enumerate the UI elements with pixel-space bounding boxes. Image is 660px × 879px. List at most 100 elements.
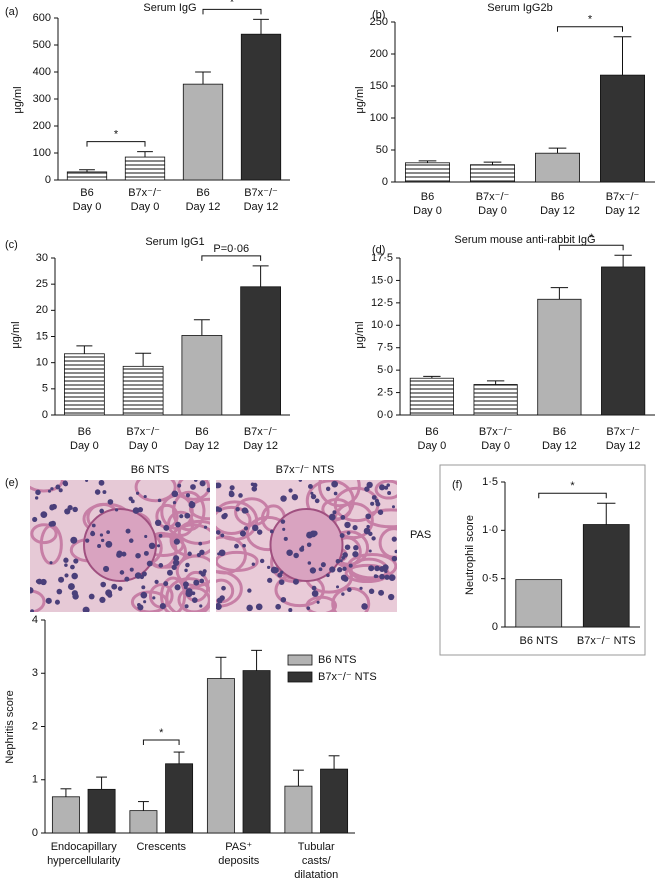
nucleus bbox=[184, 568, 188, 573]
nucleus bbox=[339, 559, 343, 563]
nucleus bbox=[140, 591, 148, 599]
nucleus bbox=[134, 572, 142, 579]
nucleus bbox=[100, 581, 107, 588]
nucleus bbox=[235, 507, 240, 512]
nucleus bbox=[97, 543, 102, 548]
tubule bbox=[30, 480, 64, 493]
nucleus bbox=[325, 486, 331, 492]
x-tick-label: Day 12 bbox=[243, 440, 278, 452]
nucleus bbox=[336, 585, 340, 589]
nucleus bbox=[47, 489, 52, 493]
x-tick-label: Day 12 bbox=[186, 201, 221, 213]
bar bbox=[129, 810, 158, 834]
nucleus bbox=[50, 487, 54, 491]
nucleus bbox=[49, 504, 55, 510]
nucleus bbox=[111, 583, 118, 590]
nucleus bbox=[196, 552, 202, 558]
nucleus bbox=[366, 481, 373, 489]
nucleus bbox=[341, 592, 345, 596]
nucleus bbox=[344, 544, 351, 550]
nucleus bbox=[353, 545, 359, 551]
nucleus bbox=[183, 585, 188, 590]
nucleus bbox=[171, 564, 177, 571]
error-bar bbox=[251, 649, 262, 671]
legend-label: B7x⁻/⁻ NTS bbox=[318, 671, 377, 683]
nucleus bbox=[306, 542, 312, 548]
y-tick-label: 2·5 bbox=[377, 386, 393, 398]
nucleus bbox=[58, 576, 65, 583]
nucleus bbox=[94, 489, 101, 495]
nucleus bbox=[239, 530, 247, 537]
nucleus bbox=[241, 507, 248, 514]
nucleus bbox=[379, 484, 386, 491]
x-tick-label: Day 12 bbox=[184, 440, 219, 452]
nucleus bbox=[98, 480, 105, 486]
x-tick-label: Day 0 bbox=[129, 440, 158, 452]
x-tick-label: B7x⁻/⁻ NTS bbox=[577, 635, 636, 647]
x-tick-label: Day 0 bbox=[131, 201, 160, 213]
nucleus bbox=[99, 508, 105, 514]
legend-swatch bbox=[287, 671, 313, 683]
nucleus bbox=[379, 573, 385, 580]
nucleus bbox=[144, 534, 148, 539]
x-tick-label: B7x⁻/⁻ bbox=[128, 187, 162, 199]
bar bbox=[409, 377, 454, 416]
nucleus bbox=[141, 571, 147, 577]
nucleus bbox=[56, 588, 63, 595]
nucleus bbox=[137, 604, 144, 611]
nucleus bbox=[378, 589, 385, 596]
nucleus bbox=[85, 538, 90, 543]
x-tick-label: Crescents bbox=[136, 841, 186, 853]
error-bar bbox=[253, 18, 269, 35]
nucleus bbox=[35, 489, 41, 496]
nucleus bbox=[117, 586, 123, 591]
panel-frame bbox=[439, 464, 646, 656]
error-bar bbox=[137, 151, 153, 158]
nucleus bbox=[286, 549, 293, 556]
y-tick-label: 10 bbox=[36, 357, 48, 369]
y-tick-label: 250 bbox=[370, 16, 388, 28]
nucleus bbox=[384, 574, 390, 580]
nucleus bbox=[35, 579, 41, 584]
error-bar bbox=[195, 71, 211, 85]
nucleus bbox=[182, 581, 189, 588]
y-tick-label: 2 bbox=[32, 720, 38, 732]
nucleus bbox=[391, 555, 397, 562]
nucleus bbox=[100, 538, 105, 543]
x-tick-label: B7x⁻/⁻ bbox=[126, 426, 160, 438]
nucleus bbox=[386, 483, 391, 487]
y-axis-label: Nephritis score bbox=[4, 690, 16, 763]
nucleus bbox=[388, 593, 395, 601]
significance-label: * bbox=[230, 0, 235, 8]
y-tick-label: 5·0 bbox=[377, 364, 393, 376]
nucleus bbox=[368, 565, 375, 572]
nucleus bbox=[218, 549, 226, 557]
nucleus bbox=[346, 531, 351, 535]
nucleus bbox=[70, 564, 75, 570]
y-tick-label: 0 bbox=[42, 409, 48, 421]
error-bar bbox=[486, 380, 505, 385]
nucleus bbox=[193, 579, 200, 586]
bar bbox=[537, 298, 582, 416]
nucleus bbox=[173, 555, 180, 562]
nucleus bbox=[361, 603, 368, 610]
nucleus bbox=[72, 506, 78, 513]
x-tick-label: B7x⁻/⁻ bbox=[476, 191, 510, 203]
nucleus bbox=[159, 603, 166, 610]
x-tick-label: B7x⁻/⁻ bbox=[606, 426, 640, 438]
significance-label: * bbox=[588, 14, 593, 26]
nucleus bbox=[179, 514, 184, 519]
nucleus bbox=[251, 562, 256, 566]
nucleus bbox=[307, 561, 312, 565]
nucleus bbox=[394, 549, 397, 554]
nucleus bbox=[368, 549, 372, 553]
nucleus bbox=[40, 511, 48, 518]
nucleus bbox=[308, 484, 313, 489]
y-tick-label: 200 bbox=[370, 48, 388, 60]
y-tick-label: 10·0 bbox=[371, 319, 393, 331]
nucleus bbox=[282, 527, 286, 531]
significance-label: * bbox=[589, 232, 594, 244]
nucleus bbox=[85, 480, 89, 483]
nucleus bbox=[71, 572, 78, 580]
error-bar bbox=[293, 769, 304, 787]
